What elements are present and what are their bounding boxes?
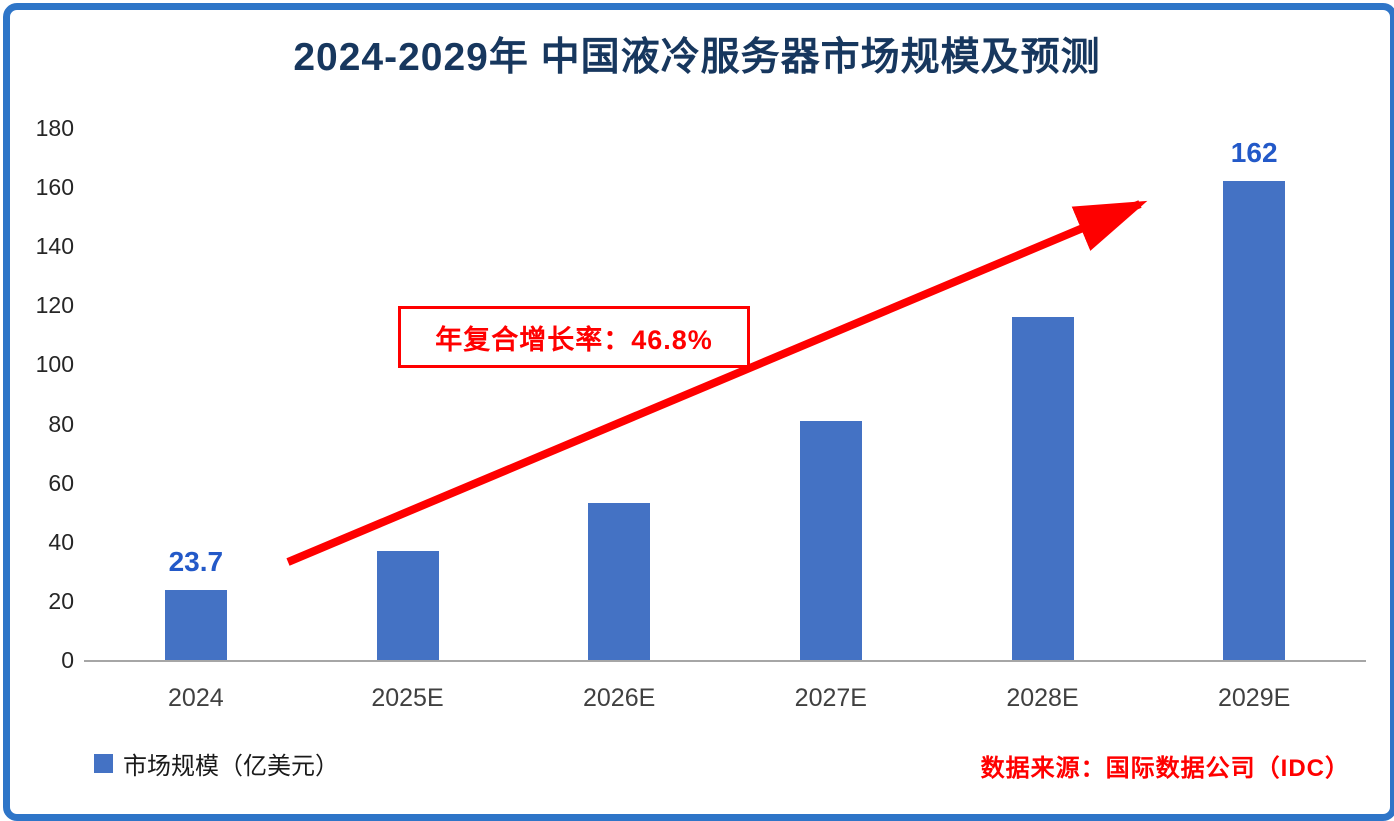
bar-2024 [164,589,227,660]
bar-value-label: 23.7 [168,545,224,577]
cagr-annotation: 年复合增长率：46.8% [398,306,750,368]
y-tick-label: 0 [61,647,74,673]
x-tick-label: 2026E [583,684,656,712]
bar-2026E [588,503,651,660]
y-tick-label: 80 [48,410,74,437]
y-tick-label: 100 [35,351,74,378]
y-tick-label: 120 [35,292,74,319]
cagr-annotation-text: 年复合增长率：46.8% [435,324,713,355]
x-tick-label: 2028E [1006,684,1079,712]
x-tick-label: 2029E [1218,684,1291,712]
y-tick-label: 160 [35,174,74,201]
y-tick-label: 60 [48,469,74,496]
x-tick-label: 2025E [371,684,444,712]
chart-title: 2024-2029年 中国液冷服务器市场规模及预测 [293,36,1101,79]
x-axis-line [84,660,1366,662]
y-tick-label: 140 [35,233,74,260]
y-tick-label: 40 [48,528,74,555]
legend-label: 市场规模（亿美元） [123,753,339,780]
bar-2025E [376,550,439,660]
bar-value-label: 162 [1230,137,1278,169]
bar-2029E [1223,181,1286,660]
x-tick-label: 2024 [168,684,224,712]
legend-swatch-icon [94,754,113,773]
data-source: 数据来源：国际数据公司（IDC） [980,755,1350,782]
bar-2027E [799,420,862,660]
bar-2028E [1011,317,1074,660]
y-tick-label: 20 [48,587,74,614]
legend: 市场规模（亿美元） [94,746,339,781]
x-tick-label: 2027E [794,684,867,712]
y-tick-label: 180 [35,115,74,141]
